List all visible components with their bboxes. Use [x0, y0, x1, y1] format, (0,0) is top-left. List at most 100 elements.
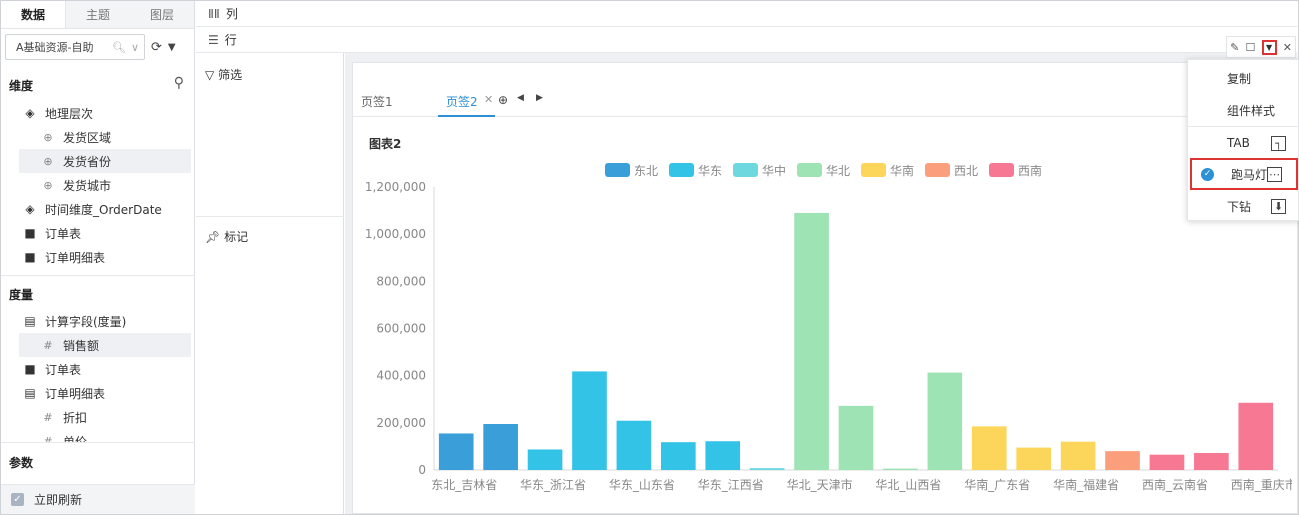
search-icon[interactable]: 🔍︎ — [111, 40, 126, 54]
dropdown-icon[interactable]: ▼ — [1261, 39, 1277, 55]
mark-shelf[interactable]: 📌︎ 标记 — [205, 228, 248, 245]
tree-item[interactable]: ⊕ 发货省份 — [19, 149, 191, 173]
tree-item-label: 折扣 — [63, 410, 88, 425]
divider — [196, 216, 344, 217]
maximize-icon[interactable]: ☐ — [1245, 40, 1256, 54]
tree-item-label: 单价 — [63, 434, 88, 443]
prev-tab-icon[interactable]: ◀ — [517, 93, 524, 103]
x-tick-label: 西南_云南省 — [1142, 477, 1208, 492]
edit-icon[interactable]: ✎ — [1230, 40, 1240, 54]
x-tick-label: 华东_山东省 — [609, 478, 675, 492]
filter-shelf[interactable]: ▽ 筛选 — [205, 66, 242, 83]
tree-item[interactable]: ■ 订单表 — [1, 221, 195, 245]
legend-swatch — [861, 163, 886, 177]
caret-down-icon[interactable]: ▼ — [167, 41, 176, 53]
y-tick-label: 1,000,000 — [365, 227, 426, 241]
dimension-title: 维度 — [9, 79, 34, 93]
legend-label: 华中 — [762, 163, 786, 178]
tree-item[interactable]: ◈ 地理层次 — [1, 101, 195, 125]
next-tab-icon[interactable]: ▶ — [536, 93, 543, 103]
tree-item[interactable]: ⊕ 发货区域 — [1, 125, 195, 149]
legend-swatch — [669, 163, 694, 177]
check-icon: ✓ — [1201, 167, 1214, 181]
columns-label: 列 — [225, 7, 238, 21]
close-icon[interactable]: ✕ — [1282, 40, 1292, 54]
menu-item-label: 组件样式 — [1227, 103, 1276, 118]
x-tick-label: 西南_重庆市 — [1231, 477, 1292, 492]
legend-label: 东北 — [634, 164, 658, 178]
menu-item-tab[interactable]: TAB ┐ — [1188, 127, 1299, 159]
tab-page1[interactable]: 页签1 — [361, 95, 393, 109]
bar — [616, 420, 652, 470]
tree-item-label: 时间维度_OrderDate — [45, 202, 162, 217]
y-tick-label: 800,000 — [376, 274, 426, 288]
add-tab-icon[interactable]: ⊕ — [498, 93, 509, 107]
legend-swatch — [989, 163, 1014, 177]
bar — [705, 441, 741, 470]
rows-icon: ☰ — [208, 32, 219, 47]
menu-item-label: TAB — [1227, 136, 1250, 150]
bar — [794, 212, 829, 471]
tree-item[interactable]: ▤ 订单明细表 — [1, 381, 195, 405]
refresh-toggle[interactable]: ✓ 立即刷新 — [1, 484, 195, 514]
datasource-select[interactable]: A基础资源-自助 🔍︎ ∨ — [5, 34, 145, 60]
tree-item[interactable]: ⊕ 发货城市 — [1, 173, 195, 197]
tree-item[interactable]: ◈ 时间维度_OrderDate — [1, 197, 195, 221]
x-tick-label: 华北_山西省 — [875, 478, 941, 492]
folder-open-icon: ▤ — [24, 386, 36, 400]
tree-item-label: 订单表 — [45, 226, 82, 241]
tree-item-label: 销售额 — [63, 338, 100, 353]
search-icon[interactable]: ⚲ — [173, 75, 184, 91]
menu-item-copy[interactable]: 复制 — [1188, 62, 1299, 94]
bar — [1149, 454, 1185, 470]
x-tick-label: 华东_浙江省 — [520, 478, 586, 492]
chevron-down-icon[interactable]: ∨ — [130, 40, 139, 54]
columns-shelf[interactable]: ⅡⅡ 列 — [196, 1, 1297, 27]
filter-label: 筛选 — [218, 68, 243, 82]
x-tick-label: 华东_江西省 — [698, 478, 764, 492]
rows-shelf[interactable]: ☰ 行 — [196, 27, 1297, 53]
folder-open-icon: ▤ — [24, 314, 36, 328]
menu-item-marquee[interactable]: ✓ 跑马灯 ⋯ — [1190, 158, 1298, 190]
folder-icon: ■ — [24, 226, 36, 240]
layers-icon: ◈ — [25, 202, 35, 216]
checkbox-icon[interactable]: ✓ — [11, 493, 24, 506]
tab-theme[interactable]: 主题 — [85, 8, 110, 22]
bar — [572, 371, 607, 470]
menu-item-drill[interactable]: 下钻 ⬇ — [1188, 190, 1299, 222]
bar — [438, 433, 474, 470]
active-tab-indicator — [438, 115, 495, 117]
widget-toolbar: ✎ ☐ ▼ ✕ — [1226, 36, 1296, 58]
tree-item-label: 订单明细表 — [45, 386, 106, 401]
refresh-icon[interactable]: ⟳ — [151, 39, 162, 55]
tab-layer[interactable]: 图层 — [149, 8, 174, 22]
bar — [883, 468, 918, 470]
bar — [1194, 453, 1229, 470]
x-tick-label: 华南_福建省 — [1053, 477, 1119, 492]
tree-item[interactable]: # 单价 — [1, 429, 195, 443]
y-tick-label: 0 — [418, 463, 426, 477]
bar — [971, 426, 1007, 470]
tab-data[interactable]: 数据 — [1, 1, 66, 28]
tree-item[interactable]: # 销售额 — [19, 333, 191, 357]
measure-title: 度量 — [9, 288, 34, 302]
menu-item-style[interactable]: 组件样式 — [1188, 94, 1299, 126]
tree-item[interactable]: ■ 订单明细表 — [1, 245, 195, 269]
panel-tabs: 数据 主题 图层 — [1, 1, 194, 29]
menu-item-label: 复制 — [1227, 71, 1252, 86]
tree-item-label: 发货省份 — [63, 154, 112, 169]
tree-item[interactable]: # 折扣 — [1, 405, 195, 429]
datasource-row: A基础资源-自助 🔍︎ ∨ ⟳ ▼ — [5, 34, 195, 60]
tree-item-label: 发货区域 — [63, 130, 112, 145]
close-tab-icon[interactable]: ✕ — [484, 93, 494, 106]
dimension-tree: ◈ 地理层次 ⊕ 发货区域 ⊕ 发货省份 ⊕ 发货城市 ◈ 时间维度_OrderDate ■ 订单表 ■… — [1, 101, 195, 269]
tree-item[interactable]: ■ 订单表 — [1, 357, 195, 381]
bar — [1105, 451, 1140, 470]
param-title: 参数 — [9, 456, 34, 470]
context-menu: 复制 组件样式 TAB ┐ ✓ 跑马灯 ⋯ 下钻 ⬇ — [1187, 59, 1299, 221]
globe-icon: ⊕ — [43, 130, 53, 144]
tab-page2[interactable]: 页签2 — [446, 95, 478, 109]
bar — [483, 424, 518, 470]
tree-item[interactable]: ▤ 计算字段(度量) — [1, 309, 195, 333]
bar-chart: 0 200,000 400,000 600,000 800,000 1,000,000 1,… — [365, 163, 1292, 492]
